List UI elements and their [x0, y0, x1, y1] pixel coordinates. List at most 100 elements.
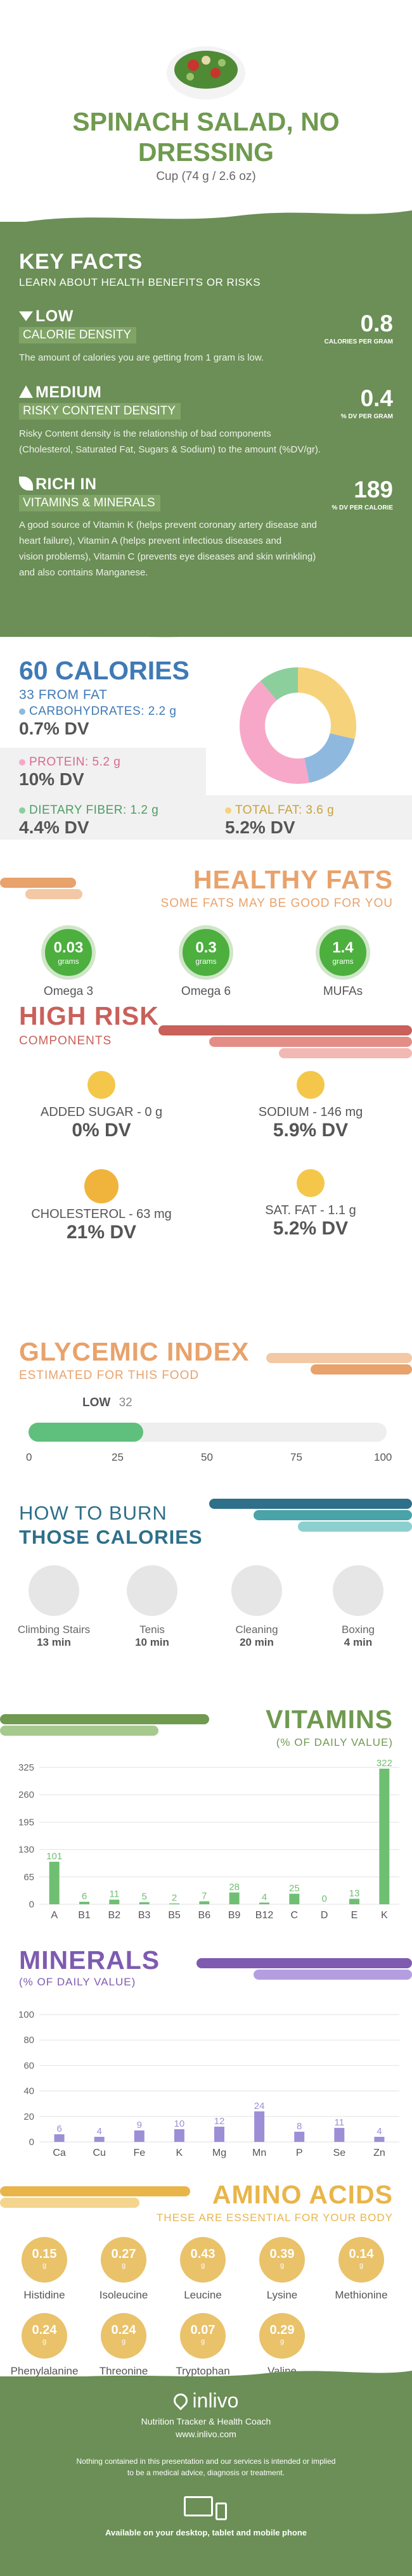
calorie-density-level: LOW — [19, 307, 74, 326]
high-risk-subtitle: COMPONENTS — [19, 1034, 112, 1048]
amino-item: 0.43 g Leucine — [165, 2237, 241, 2302]
amino-value-circle: 0.43 g — [180, 2237, 226, 2283]
bar — [374, 2136, 385, 2142]
x-tick-label: B3 — [138, 1910, 151, 1921]
glycemic-bar-fill — [29, 1423, 143, 1442]
data-label: 11 — [335, 2117, 345, 2128]
amino-value: 0.24 — [32, 2323, 57, 2337]
burn-item-cleaning: Cleaning 20 min — [209, 1565, 304, 1649]
data-label: 4 — [377, 2126, 382, 2137]
fat-macro: TOTAL FAT: 3.6 g 5.2% DV — [225, 804, 335, 837]
risk-item-sodium: SODIUM - 146 mg 5.9% DV — [216, 1071, 406, 1141]
data-label: 2 — [172, 1893, 177, 1904]
vitamins-description-2: heart failure), Vitamin A (helps prevent… — [19, 535, 282, 546]
x-tick-label: Zn — [373, 2148, 385, 2158]
decor-stripe — [0, 2198, 139, 2208]
y-tick-label: 325 — [18, 1762, 34, 1773]
risky-density-description-2: (Cholesterol, Saturated Fat, Sugars & So… — [19, 444, 321, 455]
warning-icon — [19, 385, 33, 398]
footer-url[interactable]: www.inlivo.com — [176, 2429, 236, 2439]
burn-item-boxing: Boxing 4 min — [311, 1565, 406, 1649]
vitamins-description-4: and also contains Manganese. — [19, 567, 148, 578]
vitamins-value: 189 — [354, 477, 393, 503]
decor-stripe — [279, 1048, 412, 1058]
amino-unit: g — [42, 2262, 47, 2269]
calorie-density-unit: CALORIES PER GRAM — [324, 338, 393, 345]
x-tick-label: K — [381, 1910, 388, 1921]
risk-item-added-sugar: ADDED SUGAR - 0 g 0% DV — [6, 1071, 196, 1141]
data-label: 28 — [229, 1881, 240, 1892]
risky-density-unit: % DV PER GRAM — [340, 413, 393, 420]
decor-stripe — [266, 1353, 412, 1363]
amino-value-circle: 0.29 g — [259, 2313, 305, 2359]
risk-item-cholesterol: CHOLESTEROL - 63 mg 21% DV — [6, 1169, 196, 1243]
y-tick-label: 40 — [23, 2086, 34, 2097]
vitamins-subtitle: (% OF DAILY VALUE) — [276, 1736, 393, 1748]
vitamins-description-1: A good source of Vitamin K (helps preven… — [19, 520, 317, 530]
risk-item-sat-fat: SAT. FAT - 1.1 g 5.2% DV — [216, 1169, 406, 1240]
amino-unit: g — [280, 2262, 285, 2269]
y-tick-label: 195 — [18, 1817, 34, 1828]
devices-icon — [184, 2496, 228, 2522]
glycemic-subtitle: ESTIMATED FOR THIS FOOD — [19, 1369, 200, 1382]
amino-unit: g — [42, 2338, 47, 2345]
data-label: 6 — [82, 1891, 87, 1902]
decor-stripe — [311, 1364, 412, 1375]
risky-density-level: MEDIUM — [19, 383, 101, 402]
bar — [199, 1901, 210, 1904]
x-tick-label: C — [291, 1910, 299, 1921]
data-label: 4 — [96, 2126, 101, 2137]
x-tick-label: B9 — [228, 1910, 241, 1921]
carbs-macro: CARBOHYDRATES: 2.2 g 0.7% DV — [19, 705, 177, 738]
decor-stripe — [0, 878, 76, 888]
smiley-icon — [297, 1071, 325, 1099]
bar — [134, 2130, 145, 2142]
fiber-dv: 4.4% DV — [19, 817, 89, 837]
key-facts-subtitle: LEARN ABOUT HEALTH BENEFITS OR RISKS — [19, 276, 261, 288]
fat-item-omega3: 0.03 grams Omega 3 — [41, 925, 105, 999]
high-risk-title: HIGH RISK — [19, 1001, 159, 1030]
amino-item: 0.27 g Isoleucine — [86, 2237, 162, 2302]
stairs-icon — [29, 1565, 79, 1616]
glycemic-tick: 25 — [112, 1451, 124, 1463]
decor-stripe — [0, 1726, 158, 1736]
y-tick-label: 60 — [23, 2060, 34, 2071]
calorie-density-value: 0.8 — [360, 311, 393, 336]
amino-unit: g — [200, 2338, 205, 2345]
x-tick-label: Mn — [252, 2148, 266, 2158]
amino-unit: g — [280, 2338, 285, 2345]
decor-stripe — [0, 2186, 190, 2196]
amino-value: 0.14 — [349, 2247, 374, 2261]
data-label: 13 — [349, 1888, 360, 1899]
fiber-dot-icon — [19, 807, 25, 814]
y-tick-label: 130 — [18, 1845, 34, 1855]
carbs-dot-icon — [19, 708, 25, 715]
vitamins-title: VITAMINS — [266, 1705, 393, 1734]
decor-stripe — [25, 889, 82, 899]
data-label: 11 — [110, 1889, 120, 1900]
bar — [174, 2129, 184, 2142]
decor-stripe — [209, 1499, 412, 1509]
bar — [214, 2126, 224, 2142]
heart-icon — [170, 2390, 191, 2411]
protein-macro: PROTEIN: 5.2 g 10% DV — [19, 755, 121, 789]
decor-stripe — [0, 1714, 209, 1724]
x-tick-label: Se — [333, 2148, 346, 2158]
risky-density-value: 0.4 — [360, 385, 393, 411]
data-label: 10 — [174, 2118, 185, 2129]
calories-subtitle: 33 FROM FAT — [19, 688, 108, 702]
amino-item: 0.24 g Threonine — [86, 2313, 162, 2378]
glycemic-tick: 0 — [26, 1451, 32, 1463]
salad-bowl-icon — [167, 46, 245, 99]
burn-title-2: THOSE CALORIES — [19, 1526, 203, 1548]
x-tick-label: P — [296, 2148, 303, 2158]
amino-title: AMINO ACIDS — [212, 2180, 393, 2209]
footer-disclaimer-2: to be a medical advice, diagnosis or tre… — [127, 2468, 285, 2477]
bar — [139, 1902, 150, 1904]
data-label: 25 — [289, 1883, 300, 1894]
amino-item: 0.07 g Tryptophan — [165, 2313, 241, 2378]
risky-density-description-1: Risky Content density is the relationshi… — [19, 428, 271, 439]
fat-dot-icon — [225, 807, 231, 814]
macro-donut-chart — [240, 667, 356, 784]
data-label: 4 — [262, 1892, 267, 1902]
